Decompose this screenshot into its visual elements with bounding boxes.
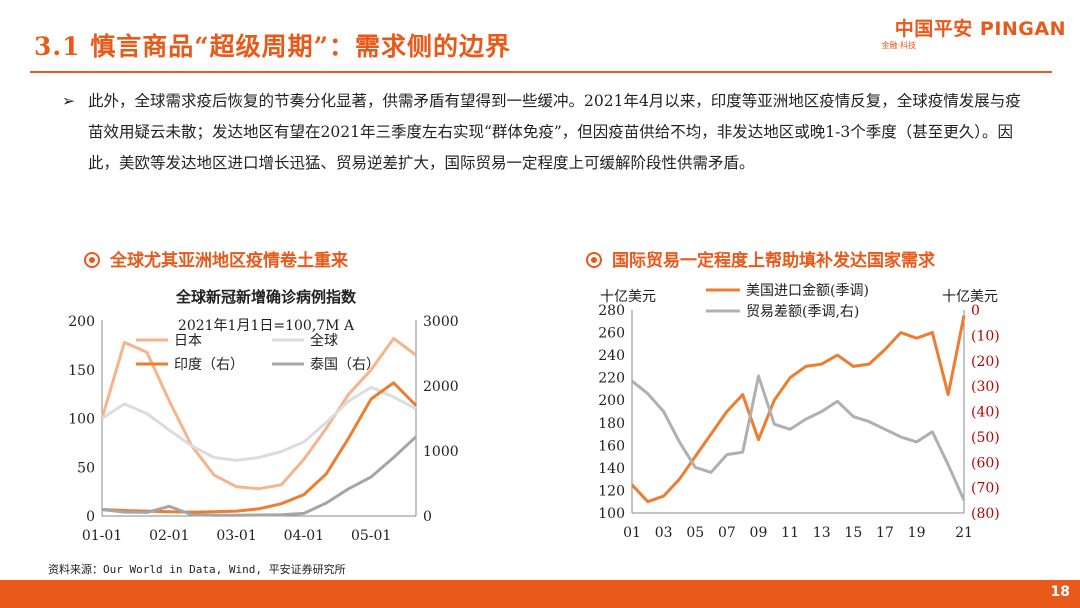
y-left-tick-label: 140: [598, 461, 625, 477]
covid-index-chart: 全球新冠新增确诊病例指数 2021年1月1日=100,7M A 0 50 100 15…: [68, 288, 459, 544]
legend-label: 美国进口金额(季调): [746, 283, 869, 299]
legend-label: 泰国（右）: [310, 357, 380, 373]
y-left-tick-label: 50: [77, 460, 95, 476]
y-left-tick-label: 260: [598, 326, 625, 342]
page-number: 18: [1050, 584, 1070, 600]
series-line-日本: [100, 337, 417, 491]
x-tick-label: 05: [686, 525, 704, 541]
y-right-tick-label: (60): [971, 455, 1000, 471]
target-circle-icon: [586, 252, 602, 268]
y-left-tick-label: 280: [598, 303, 625, 319]
legend-label: 贸易差额(季调,右): [746, 304, 859, 320]
page-title: 3.1 慎言商品“超级周期”：需求侧的边界: [34, 32, 511, 61]
y-left-tick-label: 100: [68, 412, 95, 428]
x-tick-label: 04-01: [284, 528, 324, 544]
y-right-tick-label: (10): [971, 328, 1000, 344]
series-line-美国进口金额(季调): [630, 315, 966, 504]
x-tick-label: 03-01: [216, 528, 256, 544]
footer-bar: [0, 580, 1080, 608]
y-right-tick-label: 3000: [423, 314, 459, 330]
arrow-bullet-icon: ➢: [62, 92, 75, 110]
target-circle-icon: [84, 252, 100, 268]
y-left-tick-label: 100: [598, 506, 625, 522]
series-line-全球: [101, 385, 417, 462]
x-tick-label: 17: [876, 525, 894, 541]
series-line-印度（右）: [101, 381, 418, 514]
legend-label: 全球: [310, 332, 338, 349]
y-right-tick-label: 1000: [423, 444, 459, 460]
y-left-tick-label: 200: [598, 393, 625, 409]
legend-label: 日本: [174, 333, 202, 349]
bullet-paragraph: ➢ 此外，全球需求疫后恢复的节奏分化显著，供需矛盾有望得到一些缓冲。2021年4…: [62, 86, 1028, 179]
series-line-泰国（右）: [101, 435, 418, 517]
right-chart-subtitle: 国际贸易一定程度上帮助填补发达国家需求: [586, 246, 935, 271]
y-left-tick-label: 120: [598, 483, 625, 499]
trade-chart: 十亿美元 十亿美元 100 120 140 160 180 200 220 240 260 280…: [598, 283, 1000, 541]
y-right-tick-label: (50): [971, 430, 1000, 446]
left-chart-subtitle: 全球尤其亚洲地区疫情卷土重来: [84, 246, 348, 271]
x-tick-label: 05-01: [351, 528, 391, 544]
chart-subtitle: 2021年1月1日=100,7M A: [178, 318, 355, 334]
y-right-tick-label: (70): [971, 481, 1000, 497]
y-right-tick-label: 0: [423, 509, 432, 525]
x-tick-label: 02-01: [149, 528, 189, 544]
y-right-tick-label: 2000: [423, 379, 459, 395]
y-right-tick-label: 0: [971, 303, 980, 319]
y-left-tick-label: 0: [86, 509, 95, 525]
brand-name: 中国平安 PINGAN: [894, 18, 1066, 40]
x-tick-label: 01-01: [82, 528, 122, 544]
y-left-tick-label: 240: [598, 348, 625, 364]
x-tick-label: 07: [718, 525, 736, 541]
x-tick-label: 11: [781, 525, 799, 541]
y-right-tick-label: (40): [971, 405, 1000, 421]
title-divider: [30, 71, 1052, 73]
brand-tagline: 金融·科技: [881, 41, 916, 50]
right-axis-unit: 十亿美元: [942, 289, 998, 305]
x-tick-label: 21: [955, 525, 973, 541]
x-tick-label: 03: [655, 525, 673, 541]
x-tick-label: 01: [623, 525, 641, 541]
y-left-tick-label: 220: [598, 371, 625, 387]
y-left-tick-label: 180: [598, 416, 625, 432]
left-axis-unit: 十亿美元: [600, 289, 656, 305]
brand-logo: 中国平安 PINGAN 金融·科技: [881, 14, 1066, 51]
left-subtitle-text: 全球尤其亚洲地区疫情卷土重来: [110, 251, 348, 271]
y-right-tick-label: (80): [971, 506, 1000, 522]
y-right-tick-label: (30): [971, 379, 1000, 395]
x-tick-label: 15: [844, 525, 862, 541]
x-tick-label: 13: [813, 525, 831, 541]
y-left-tick-label: 150: [68, 363, 95, 379]
legend-label: 印度（右）: [174, 357, 244, 373]
x-tick-label: 09: [750, 525, 768, 541]
y-right-tick-label: (20): [971, 354, 1000, 370]
bullet-text: 此外，全球需求疫后恢复的节奏分化显著，供需矛盾有望得到一些缓冲。2021年4月以…: [88, 92, 1021, 172]
right-subtitle-text: 国际贸易一定程度上帮助填补发达国家需求: [612, 251, 935, 271]
source-note: 资料来源：Our World in Data, Wind, 平安证券研究所: [48, 563, 346, 576]
y-left-tick-label: 200: [68, 314, 95, 330]
y-left-tick-label: 160: [598, 438, 625, 454]
x-tick-label: 19: [908, 525, 926, 541]
chart-title: 全球新冠新增确诊病例指数: [175, 288, 357, 306]
series-line-贸易差额(季调,右): [631, 374, 966, 501]
